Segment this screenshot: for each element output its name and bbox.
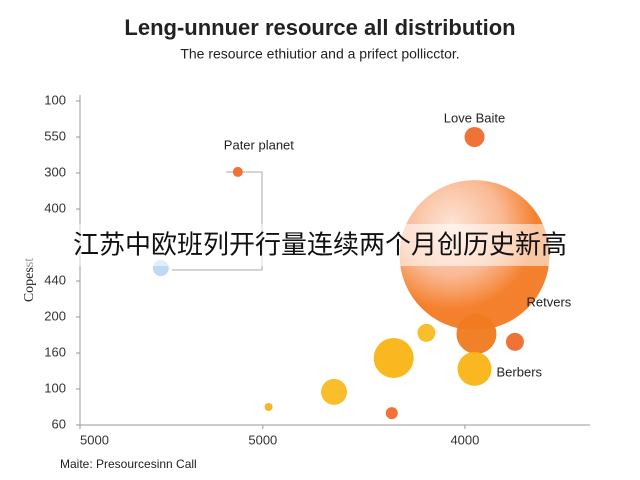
bubble: [417, 323, 436, 342]
y-tick-label: 400: [44, 200, 66, 215]
x-tick-label: 4000: [450, 432, 479, 447]
bubble: [264, 403, 273, 411]
bubble: [373, 338, 414, 379]
annotation: Retvers: [527, 295, 572, 310]
chart-title: Leng-unnuer resource all distribution: [124, 15, 515, 40]
x-axis-label: Maite: Presourcesinn Call: [60, 457, 197, 471]
x-tick-label: 5000: [80, 432, 109, 447]
bubble: [232, 166, 243, 177]
annotation: Berbers: [497, 364, 543, 379]
annotation: Love Baite: [444, 110, 505, 125]
y-tick-label: 440: [44, 272, 66, 287]
y-tick-label: 550: [44, 128, 66, 143]
bubble: [321, 378, 348, 405]
connector: [172, 171, 263, 271]
chart-subtitle: The resource ethiutior and a prifect pol…: [180, 46, 459, 62]
y-tick-label: 60: [52, 416, 66, 431]
y-tick-label: 200: [44, 308, 66, 323]
overlay-text: 江苏中欧班列开行量连续两个月创历史新高: [73, 231, 567, 261]
y-tick-label: 300: [44, 164, 66, 179]
bubble: [464, 127, 485, 147]
y-tick-label: 100: [44, 380, 66, 395]
bubble: [385, 407, 398, 420]
bubble: [456, 313, 497, 354]
y-tick-label: 160: [44, 344, 66, 359]
bubble: [457, 351, 492, 386]
overlay-band: [0, 224, 640, 266]
y-tick-label: 100: [44, 92, 66, 107]
bubble: [505, 332, 524, 351]
annotation: Pater planet: [224, 137, 294, 152]
x-tick-label: 5000: [248, 432, 277, 447]
y-axis-label: Copesst: [22, 258, 37, 302]
